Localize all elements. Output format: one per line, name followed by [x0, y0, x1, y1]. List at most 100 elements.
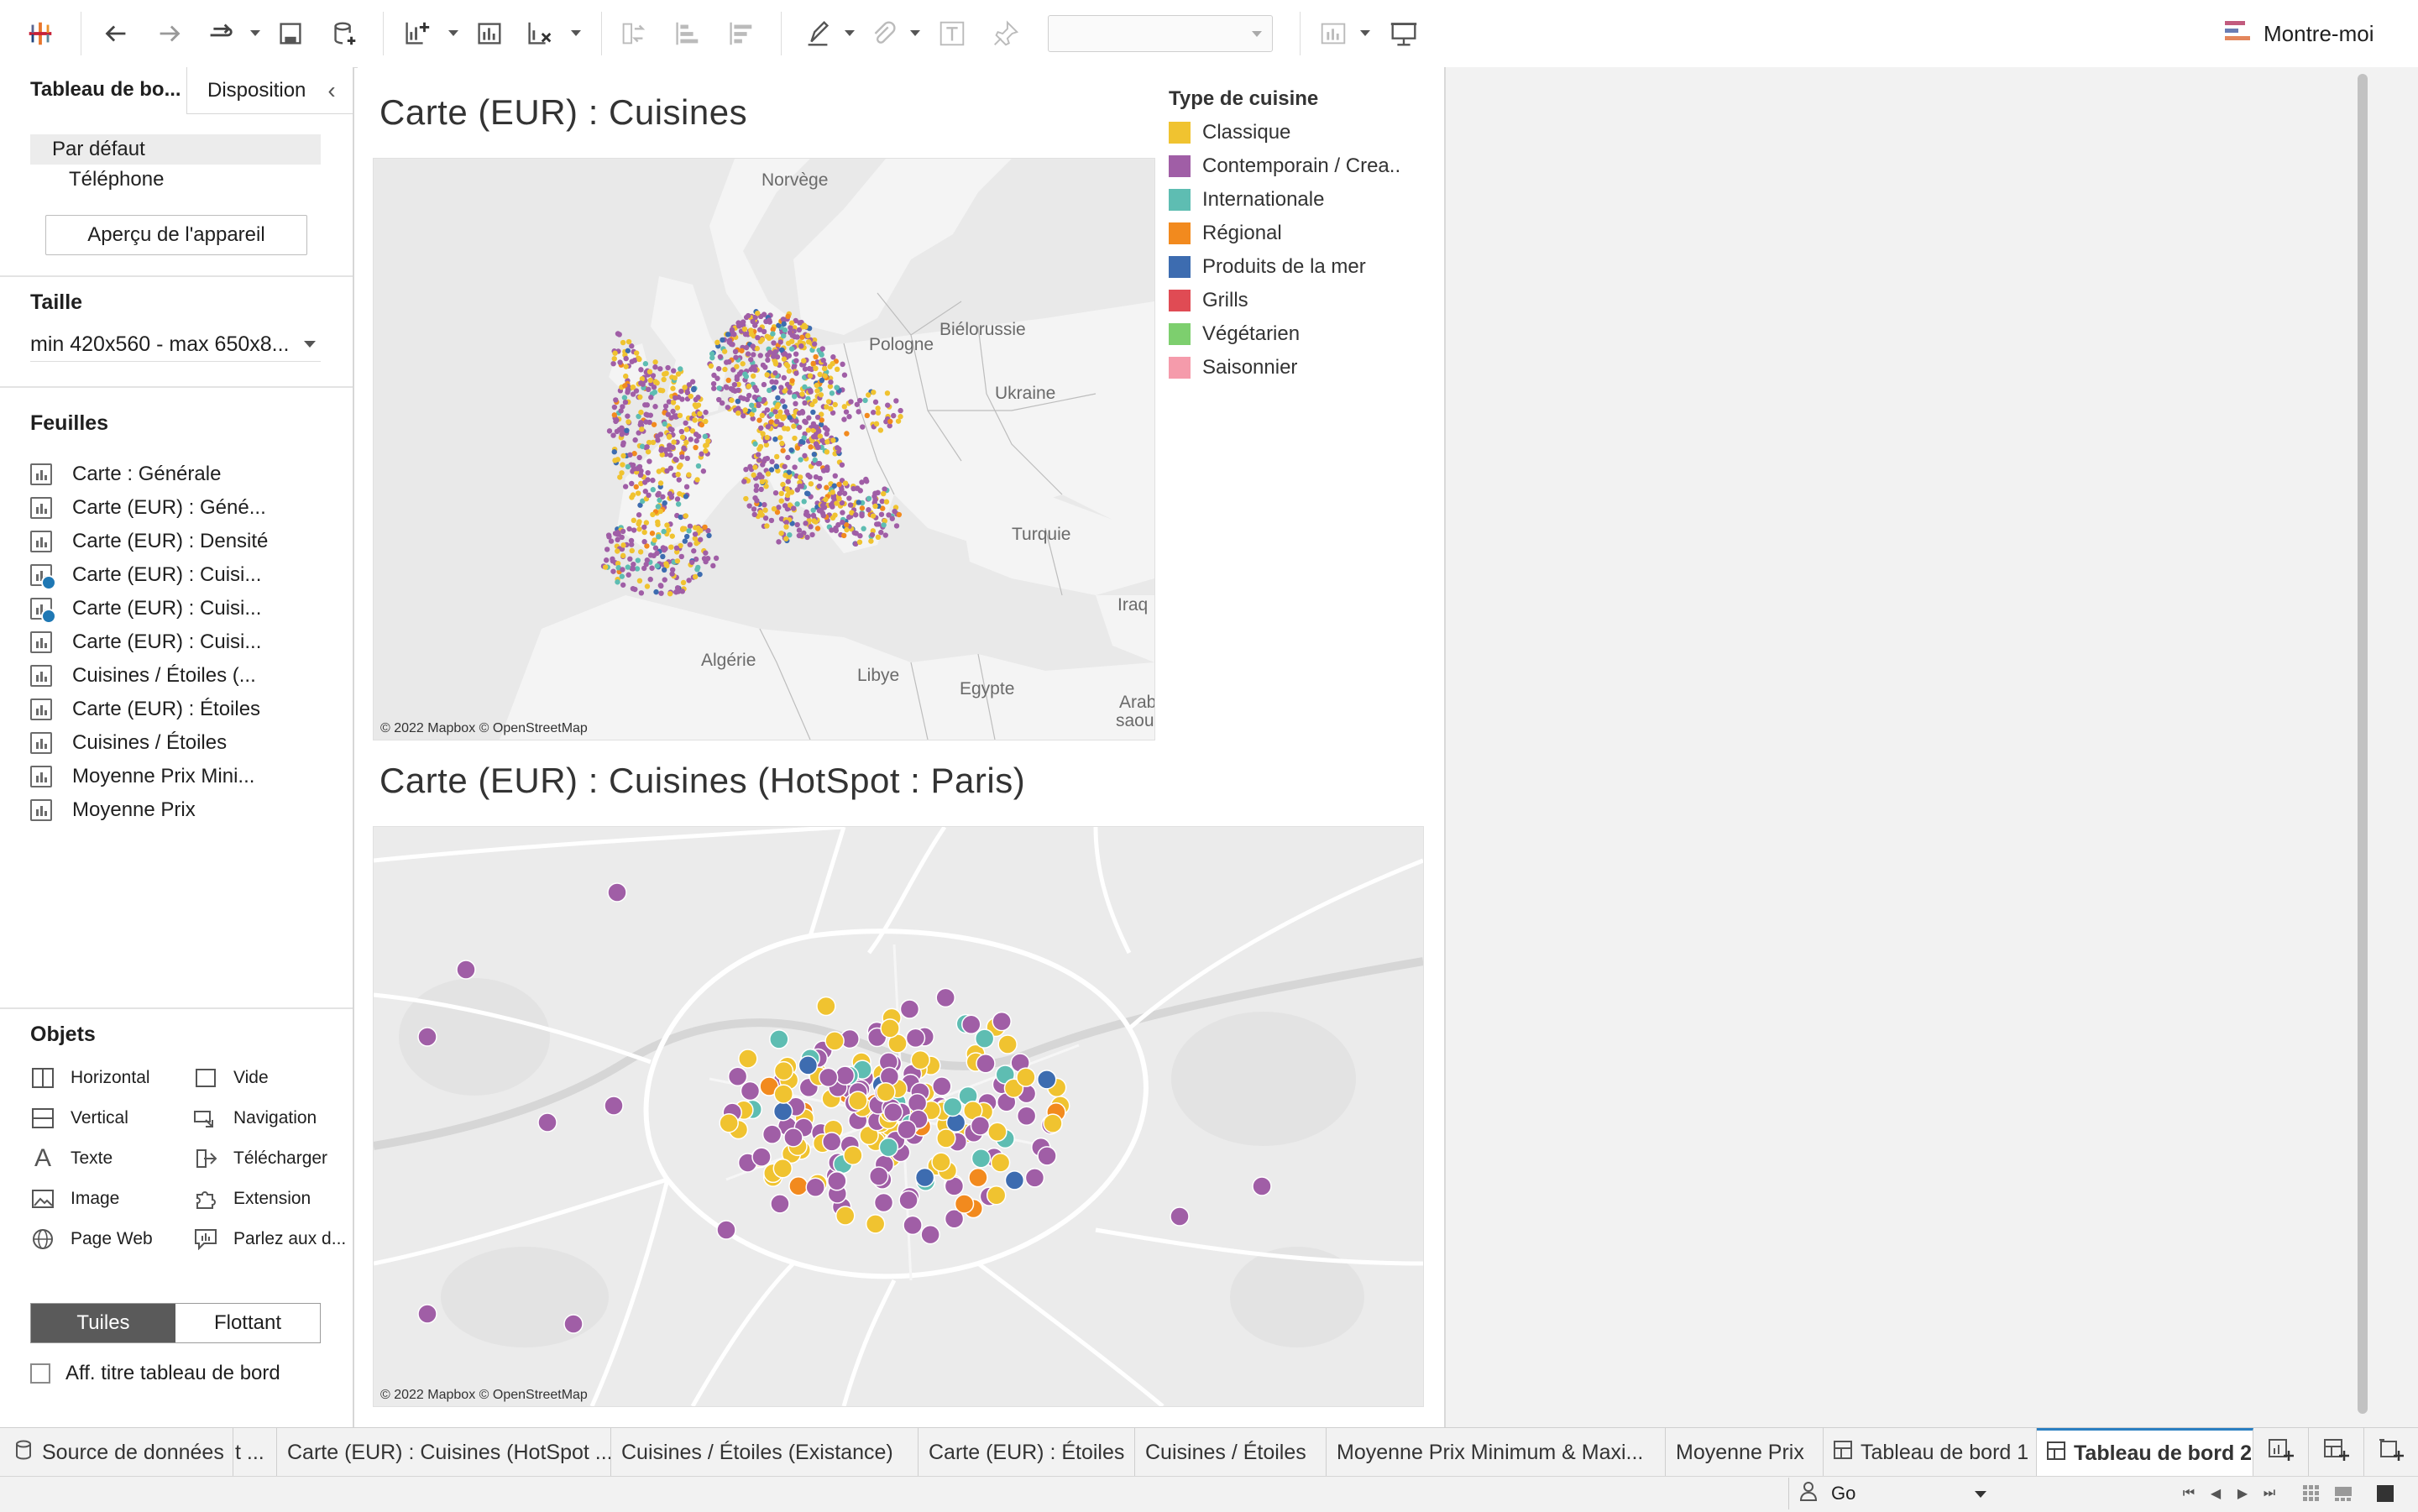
tab-dashboard[interactable]: Tableau de bord 1 [1824, 1428, 2037, 1477]
object-vertical[interactable]: Vertical [30, 1101, 128, 1135]
previous-sheet-icon[interactable]: ◀ [2210, 1487, 2222, 1501]
show-filmstrip-icon[interactable] [2334, 1484, 2353, 1503]
sheet-item[interactable]: Carte (EUR) : Densité [30, 526, 341, 557]
show-tabs-icon[interactable] [2376, 1484, 2394, 1503]
text-label-icon[interactable] [934, 15, 971, 52]
collapse-panel-icon[interactable]: ‹ [327, 77, 336, 103]
pin-icon[interactable] [987, 15, 1024, 52]
new-sheet-tab-button[interactable] [2253, 1428, 2309, 1477]
map-europe-cuisines[interactable]: Norvège Biélorussie Pologne Ukraine Turq… [373, 158, 1155, 740]
map1-mark [659, 388, 666, 394]
map1-mark [652, 364, 658, 370]
new-dashboard-tab-button[interactable] [2309, 1428, 2364, 1477]
tab-dashboard-active[interactable]: Tableau de bord 2 [2037, 1428, 2253, 1477]
new-story-tab-button[interactable] [2364, 1428, 2418, 1477]
tiled-button[interactable]: Tuiles [31, 1304, 175, 1342]
tab-sheet[interactable]: Cuisines / Étoiles [1135, 1428, 1327, 1477]
map1-mark [775, 468, 781, 473]
device-preview-button[interactable]: Aperçu de l'appareil [45, 215, 307, 255]
legend-item[interactable]: Produits de la mer [1169, 250, 1437, 284]
legend-item[interactable]: Internationale [1169, 183, 1437, 217]
sort-desc-icon[interactable] [722, 15, 759, 52]
legend-item[interactable]: Classique [1169, 116, 1437, 149]
object-blank[interactable]: Vide [193, 1061, 269, 1095]
tab-data-source[interactable]: Source de données [0, 1428, 233, 1477]
map1-mark [646, 439, 652, 446]
sheet-item[interactable]: Carte (EUR) : Étoiles [30, 693, 341, 725]
clear-sheet-icon[interactable] [521, 15, 557, 52]
sheet-item[interactable]: Cuisines / Étoiles (... [30, 660, 341, 692]
sheet-item[interactable]: Cuisines / Étoiles [30, 727, 341, 759]
object-horizontal[interactable]: Horizontal [30, 1061, 150, 1095]
object-ask-data[interactable]: Parlez aux d... [193, 1222, 346, 1256]
map1-mark [816, 508, 823, 514]
object-download[interactable]: Télécharger [193, 1142, 327, 1175]
swap-icon[interactable] [615, 15, 652, 52]
replay-icon[interactable] [202, 15, 238, 52]
presentation-icon[interactable] [1385, 15, 1422, 52]
sheet-item[interactable]: Carte (EUR) : Cuisi... [30, 626, 341, 658]
undo-icon[interactable] [97, 15, 134, 52]
new-datasource-icon[interactable] [326, 15, 363, 52]
redo-icon[interactable] [151, 15, 188, 52]
map2-mark [827, 1171, 847, 1191]
show-dashboard-title-checkbox[interactable]: Aff. titre tableau de bord [30, 1362, 280, 1385]
save-icon[interactable] [272, 15, 309, 52]
tab-layout[interactable]: Disposition [186, 67, 353, 114]
highlight-icon[interactable] [799, 15, 836, 52]
sheet-item[interactable]: Carte : Générale [30, 458, 341, 490]
sheet-item[interactable]: Carte (EUR) : Géné... [30, 492, 341, 524]
show-sheet-sorter-icon[interactable] [2302, 1484, 2321, 1503]
object-navigation[interactable]: Navigation [193, 1101, 317, 1135]
legend-item[interactable]: Végétarien [1169, 317, 1437, 351]
new-sheet-icon[interactable] [398, 15, 435, 52]
fit-select[interactable] [1048, 15, 1273, 52]
legend-item[interactable]: Saisonnier [1169, 351, 1437, 385]
legend-item[interactable]: Grills [1169, 284, 1437, 317]
map2-mark [903, 1215, 923, 1236]
legend-item[interactable]: Régional [1169, 217, 1437, 250]
object-image[interactable]: Image [30, 1182, 119, 1216]
map1-mark [735, 323, 742, 329]
legend-item[interactable]: Contemporain / Crea.. [1169, 149, 1437, 183]
vertical-scrollbar-thumb[interactable] [2358, 74, 2368, 1414]
sheet-item[interactable]: Moyenne Prix [30, 794, 341, 826]
device-phone[interactable]: Téléphone [30, 165, 321, 195]
map-paris-hotspot[interactable]: © 2022 Mapbox © OpenStreetMap [373, 826, 1424, 1407]
object-extension[interactable]: Extension [193, 1182, 311, 1216]
tab-sheet[interactable]: Cuisines / Étoiles (Existance) [611, 1428, 919, 1477]
map1-mark [828, 379, 834, 385]
floating-button[interactable]: Flottant [213, 1311, 282, 1334]
map1-mark [714, 339, 720, 346]
size-select[interactable]: min 420x560 - max 650x8... [30, 327, 321, 362]
map1-mark [873, 521, 880, 527]
map1-mark [819, 377, 825, 384]
object-web-page[interactable]: Page Web [30, 1222, 153, 1256]
sort-asc-icon[interactable] [668, 15, 705, 52]
tab-sheet[interactable]: Moyenne Prix [1666, 1428, 1824, 1477]
show-me-button[interactable]: Montre-moi [2225, 17, 2374, 50]
object-text[interactable]: A Texte [30, 1142, 113, 1175]
sheet-item[interactable]: Carte (EUR) : Cuisi... [30, 559, 341, 591]
tab-sheet[interactable]: Carte (EUR) : Étoiles [919, 1428, 1135, 1477]
tableau-logo-icon[interactable] [22, 15, 59, 52]
tab-label: Carte (EUR) : Étoiles [929, 1440, 1125, 1464]
first-sheet-icon[interactable]: ⏮ [2182, 1486, 2196, 1500]
tab-sheet[interactable]: t ... [233, 1428, 277, 1477]
map1-mark [834, 500, 840, 506]
show-cards-icon[interactable] [1315, 15, 1352, 52]
next-sheet-icon[interactable]: ▶ [2237, 1487, 2248, 1501]
map1-mark [814, 382, 819, 389]
map1-mark [774, 413, 781, 420]
tab-dashboard[interactable]: Tableau de bo... [0, 67, 186, 114]
attach-icon[interactable] [865, 15, 902, 52]
device-default[interactable]: Par défaut [30, 134, 321, 165]
duplicate-sheet-icon[interactable] [470, 15, 507, 52]
user-filter-select[interactable]: Go [1788, 1478, 1998, 1509]
sheet-item[interactable]: Moyenne Prix Mini... [30, 761, 341, 793]
sheet-item[interactable]: Carte (EUR) : Cuisi... [30, 593, 341, 625]
tab-sheet[interactable]: Carte (EUR) : Cuisines (HotSpot ... [277, 1428, 611, 1477]
tab-sheet[interactable]: Moyenne Prix Minimum & Maxi... [1327, 1428, 1666, 1477]
last-sheet-icon[interactable]: ⏭ [2263, 1486, 2276, 1500]
map1-mark [796, 327, 803, 333]
